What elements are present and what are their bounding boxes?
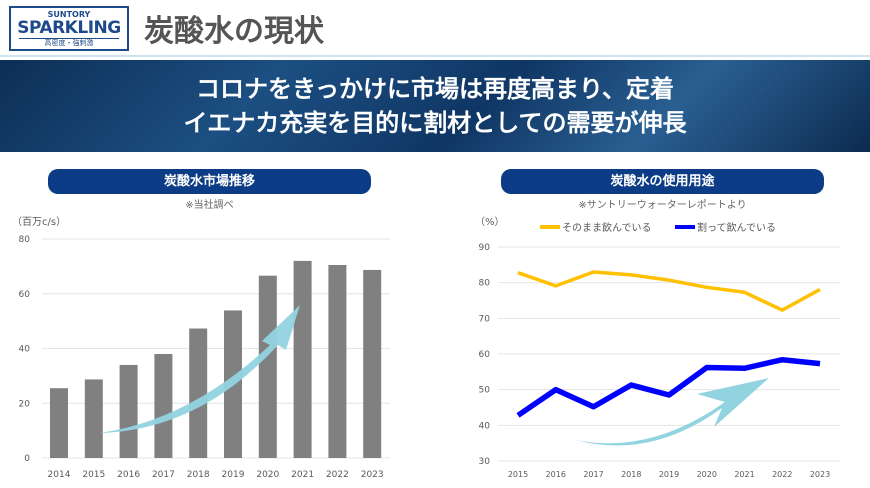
y-tick-label: 0 [24, 454, 30, 464]
x-tick-label: 2023 [361, 470, 384, 480]
x-tick-label: 2021 [291, 470, 314, 480]
bar-2016 [119, 364, 138, 458]
bar-2015 [84, 379, 103, 458]
x-tick-label: 2015 [508, 470, 528, 479]
divider [0, 55, 870, 57]
x-tick-label: 2018 [187, 470, 210, 480]
y-tick-label: 40 [479, 421, 491, 431]
headline-line-1: コロナをきっかけに市場は再度高まり、定着 [195, 75, 675, 103]
x-tick-label: 2015 [82, 470, 105, 480]
y-tick-label: 80 [19, 235, 31, 245]
x-tick-label: 2018 [621, 470, 641, 479]
x-tick-label: 2023 [810, 470, 830, 479]
x-tick-label: 2017 [152, 470, 175, 480]
y-tick-label: 90 [479, 243, 491, 253]
x-tick-label: 2022 [772, 470, 792, 479]
y-tick-label: 40 [19, 345, 31, 355]
bar-chart-note: ※当社調べ [185, 200, 234, 211]
x-tick-label: 2017 [583, 470, 603, 479]
line-chart-note: ※サントリーウォーターレポートより [578, 200, 747, 211]
line-series-0 [517, 270, 821, 312]
growth-arrow-icon [576, 378, 769, 446]
x-tick-label: 2016 [117, 470, 140, 480]
y-tick-label: 60 [479, 350, 491, 360]
x-tick-label: 2014 [48, 470, 71, 480]
bar-2020 [258, 275, 277, 458]
y-tick-label: 80 [479, 279, 491, 289]
y-tick-label: 20 [19, 399, 31, 409]
y-tick-label: 70 [479, 314, 491, 324]
x-tick-label: 2020 [256, 470, 279, 480]
headline-line-2: イエナカ充実を目的に割材としての需要が伸長 [183, 109, 687, 137]
line-y-axis-label: （%） [475, 216, 505, 228]
bar-2021 [293, 260, 312, 458]
legend-label: 割って飲んでいる [697, 221, 776, 234]
line-series-1 [516, 356, 821, 418]
bar-y-axis-label: （百万c/s） [12, 216, 66, 228]
legend-label: そのまま飲んでいる [562, 221, 652, 234]
bar-2023 [363, 269, 382, 458]
bar-2022 [328, 265, 347, 458]
logo: SUNTORY SPARKLING 高密度・強刺激 [9, 6, 129, 51]
x-tick-label: 2021 [734, 470, 754, 479]
page-title: 炭酸水の現状 [144, 14, 324, 49]
x-tick-label: 2019 [222, 470, 245, 480]
logo-brand-top: SUNTORY [47, 10, 91, 19]
bar-chart-title: 炭酸水市場推移 [48, 169, 371, 194]
x-tick-label: 2016 [546, 470, 566, 479]
y-tick-label: 30 [479, 457, 491, 467]
x-tick-label: 2022 [326, 470, 349, 480]
x-tick-label: 2020 [697, 470, 717, 479]
y-tick-label: 50 [479, 386, 491, 396]
bar-2018 [189, 328, 208, 458]
bar-2017 [154, 353, 173, 458]
x-tick-label: 2019 [659, 470, 679, 479]
bar-2014 [50, 388, 68, 458]
y-tick-label: 60 [19, 290, 31, 300]
headline-banner: コロナをきっかけに市場は再度高まり、定着 イエナカ充実を目的に割材としての需要が… [0, 60, 870, 152]
logo-brand: SPARKLING [17, 18, 121, 38]
logo-tagline: 高密度・強刺激 [19, 38, 119, 48]
line-chart-title: 炭酸水の使用用途 [501, 169, 824, 194]
